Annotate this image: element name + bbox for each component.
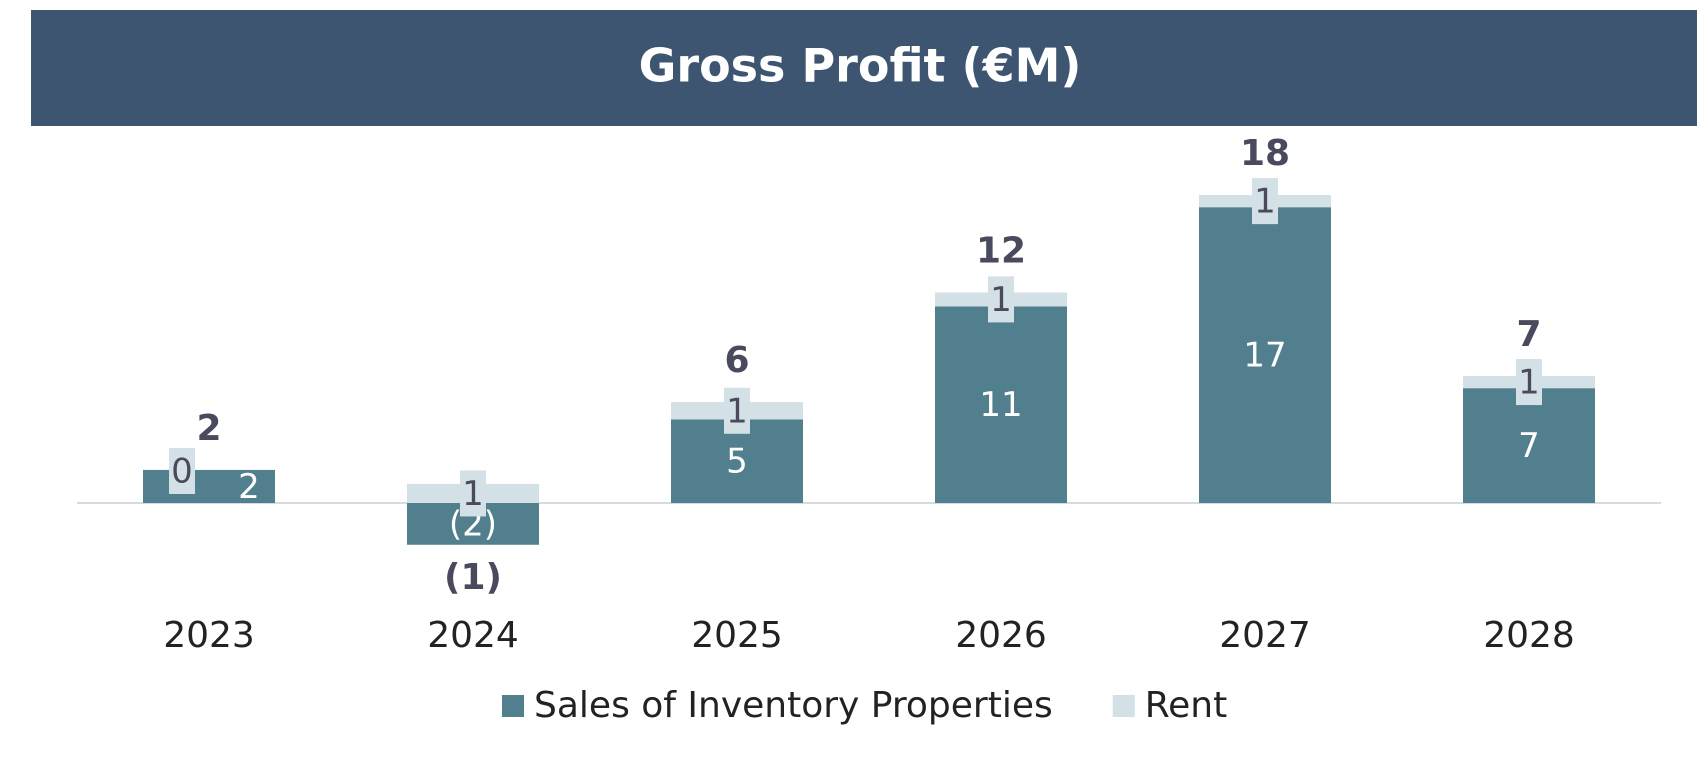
x-tick-label: 2024	[427, 615, 519, 656]
segment-label: 11	[979, 385, 1022, 425]
total-label: (1)	[444, 557, 502, 598]
x-tick-label: 2028	[1483, 615, 1575, 656]
segment-label: 17	[1243, 336, 1286, 376]
segment-label-bg	[169, 448, 195, 494]
bar-segment	[1199, 207, 1331, 503]
total-label: 2	[196, 408, 221, 449]
legend-label: Sales of Inventory Properties	[534, 685, 1053, 726]
segment-label-bg	[1252, 178, 1278, 225]
legend-swatch	[1112, 695, 1135, 717]
segment-label: 1	[1518, 363, 1540, 403]
segment-label: 5	[726, 442, 748, 482]
x-tick-label: 2023	[163, 615, 255, 656]
segment-label-bg	[460, 470, 486, 517]
legend-label: Rent	[1145, 685, 1227, 726]
x-tick-label: 2027	[1219, 615, 1311, 656]
segment-label-bg	[724, 387, 750, 434]
segment-label-bg	[988, 276, 1014, 323]
segment-label: 1	[726, 391, 748, 431]
segment-label-bg	[1516, 359, 1542, 406]
bar-segment	[143, 469, 275, 503]
title-banner	[31, 10, 1697, 126]
segment-label: 1	[1254, 182, 1276, 222]
x-tick-label: 2026	[955, 615, 1047, 656]
segment-label: 7	[1518, 426, 1540, 466]
total-label: 12	[976, 230, 1026, 271]
total-label: 18	[1240, 133, 1290, 174]
segment-label: 1	[990, 280, 1012, 320]
chart-title: Gross Profit (€M)	[639, 39, 1082, 93]
bar-segment	[935, 306, 1067, 503]
x-tick-label: 2025	[691, 615, 783, 656]
segment-label: 1	[462, 474, 484, 514]
total-label: 7	[1516, 314, 1541, 355]
segment-label: 0	[171, 452, 193, 492]
segment-label: 2	[238, 467, 260, 507]
legend-swatch	[502, 695, 524, 717]
bar-segment	[1463, 388, 1595, 503]
total-label: 6	[724, 340, 749, 381]
